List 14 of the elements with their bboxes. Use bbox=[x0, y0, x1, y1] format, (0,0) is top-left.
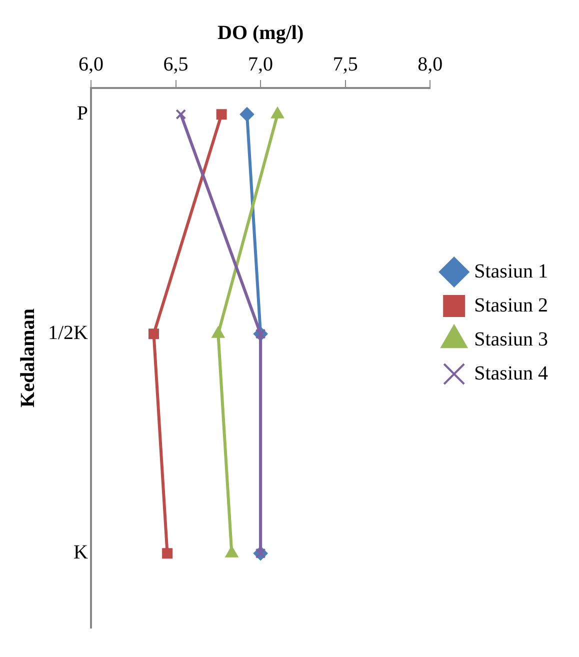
x-tick-label: 6,5 bbox=[163, 53, 188, 76]
x-tick-label: 7,5 bbox=[332, 53, 358, 76]
y-tick-label: K bbox=[74, 542, 89, 564]
x-tick-label: 6,0 bbox=[78, 53, 104, 76]
legend-label: Stasiun 3 bbox=[474, 328, 548, 350]
legend-label: Stasiun 1 bbox=[474, 260, 548, 282]
y-tick-label: 1/2K bbox=[48, 322, 89, 344]
x-axis-title: DO (mg/l) bbox=[218, 22, 304, 44]
legend-label: Stasiun 2 bbox=[474, 294, 548, 316]
y-axis-title: Kedalaman bbox=[17, 308, 40, 408]
y-tick-label: P bbox=[76, 102, 88, 125]
legend-label: Stasiun 4 bbox=[474, 362, 548, 384]
x-tick-label: 8,0 bbox=[418, 53, 443, 76]
x-tick-label: 7,0 bbox=[248, 53, 274, 76]
